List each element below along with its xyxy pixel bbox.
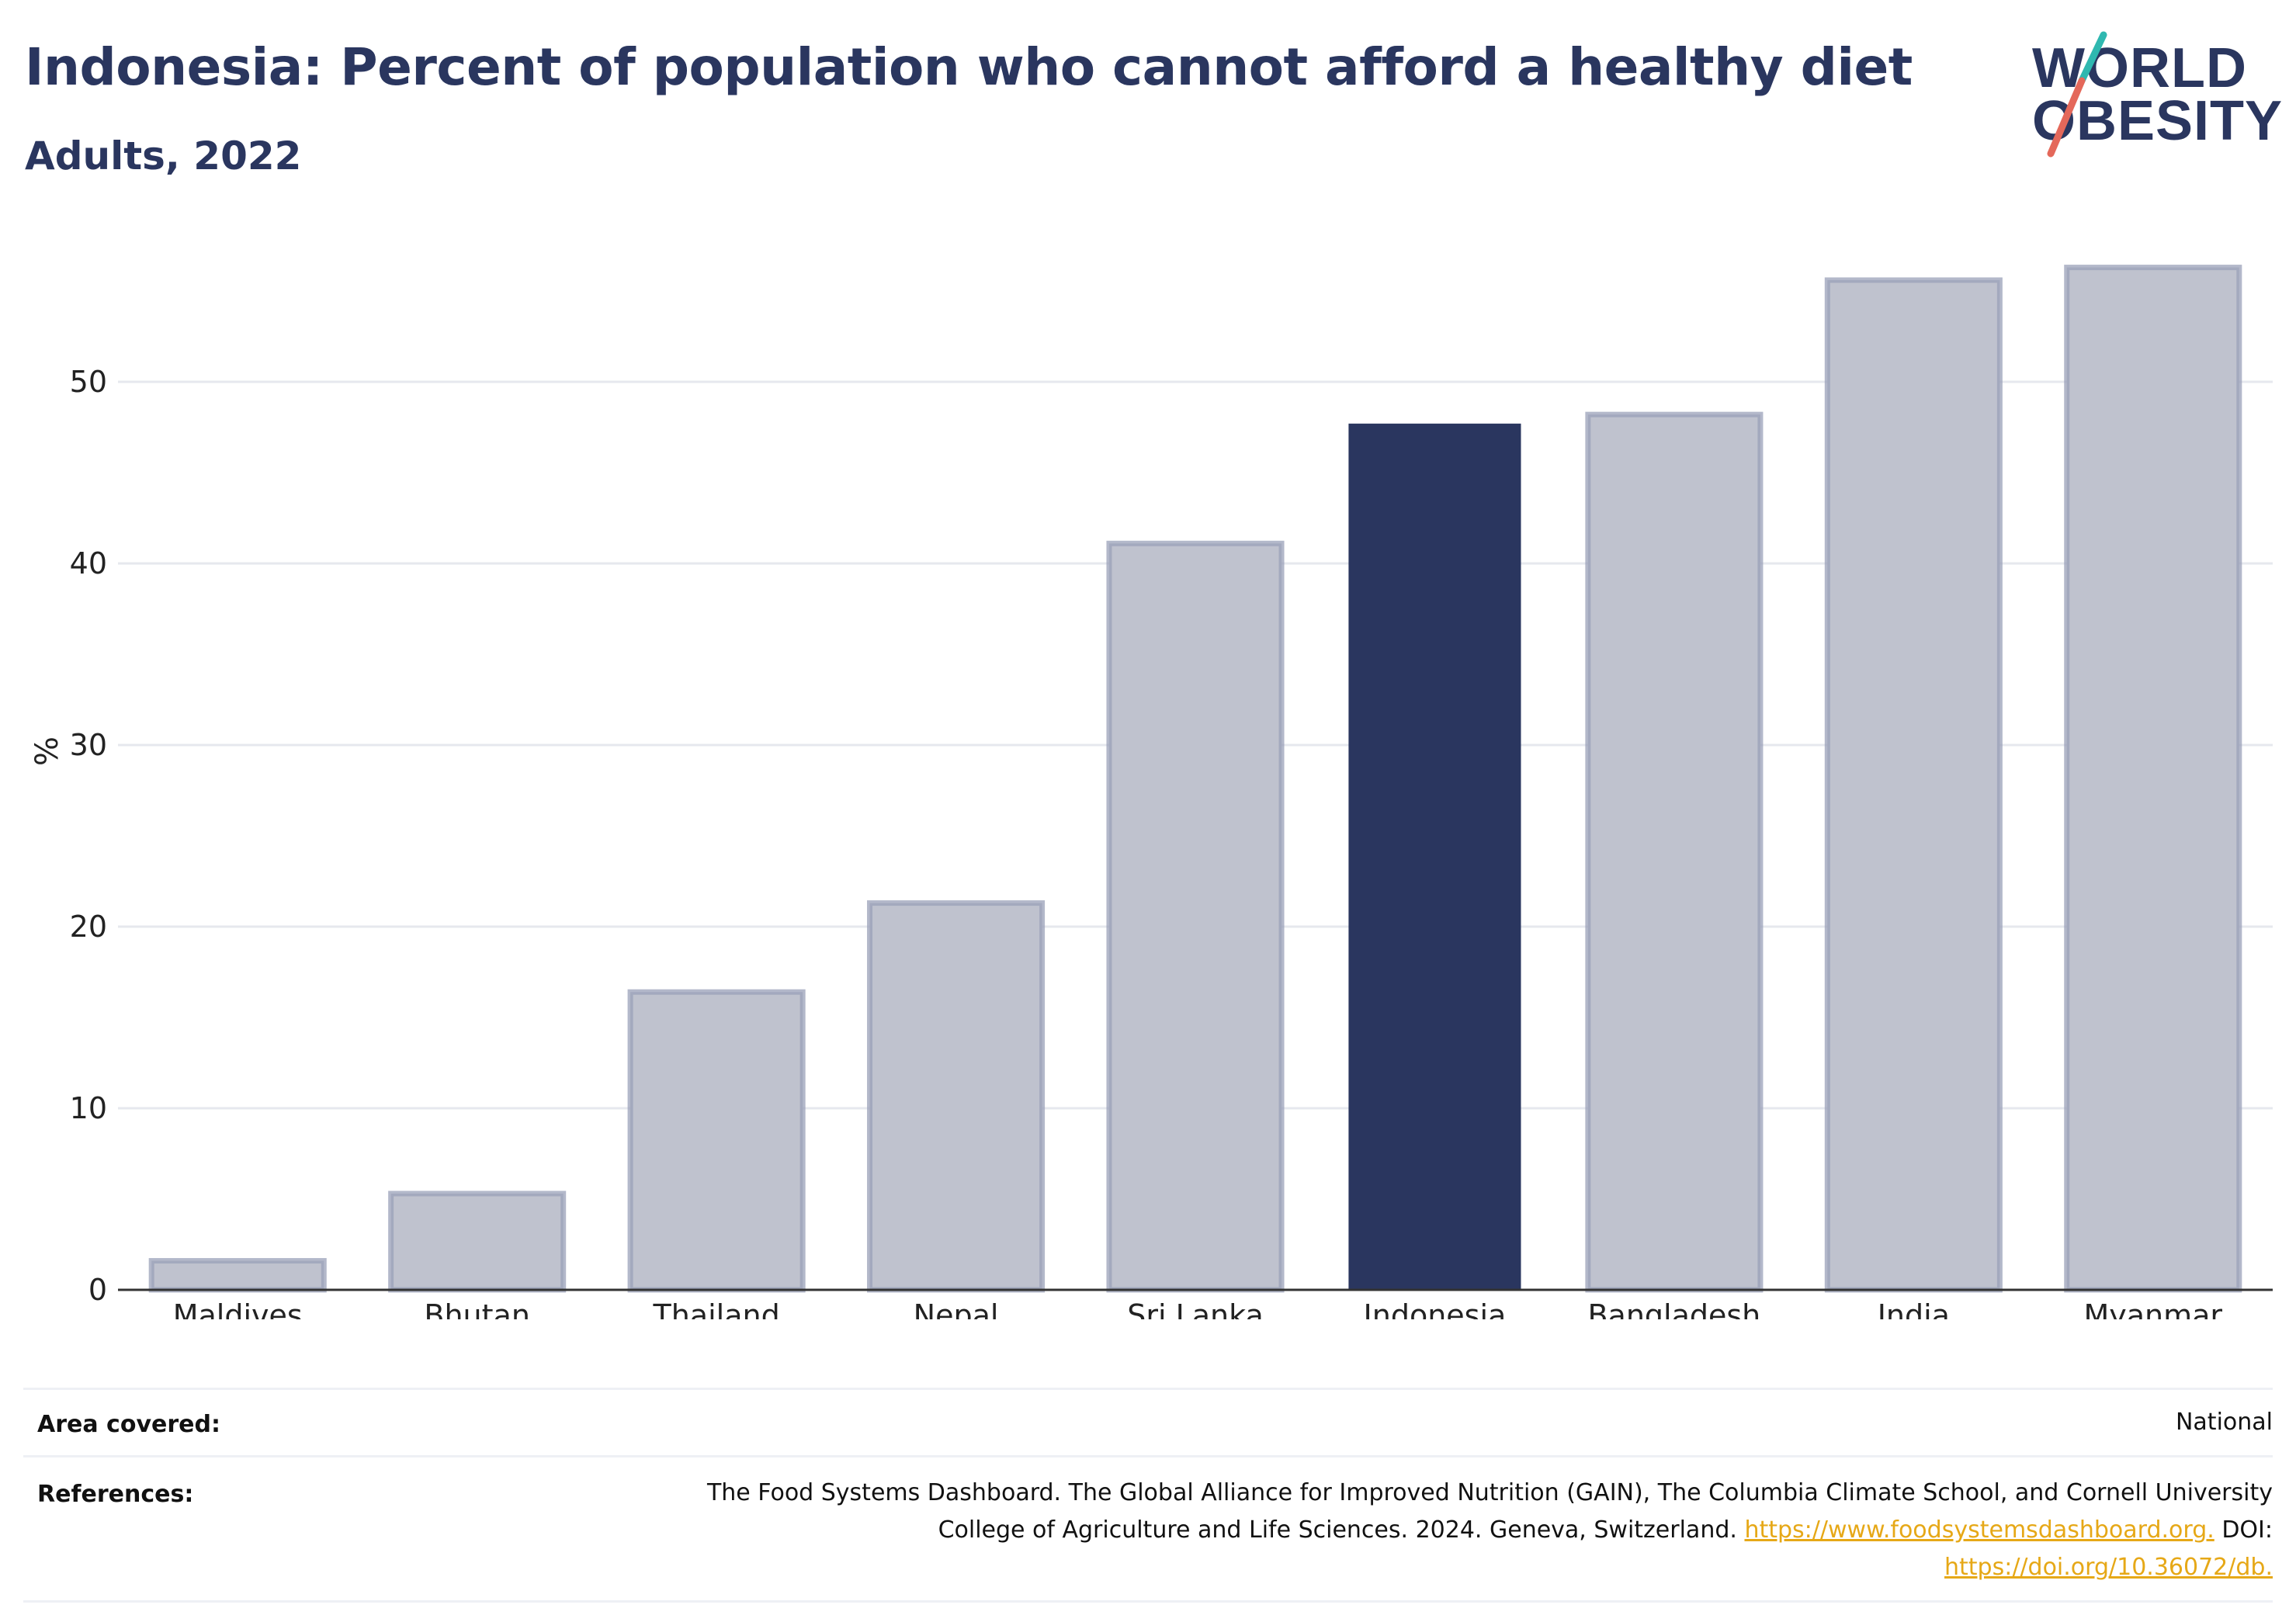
references-line2: College of Agriculture and Life Sciences…	[487, 1512, 2273, 1549]
chart-subtitle: Adults, 2022	[25, 133, 302, 178]
foodsystems-dashboard-link[interactable]: https://www.foodsystemsdashboard.org.	[1744, 1516, 2214, 1544]
references-row: References: The Food Systems Dashboard. …	[23, 1455, 2273, 1603]
x-tick-label: India	[1878, 1298, 1950, 1319]
x-tick-label: Sri Lanka	[1127, 1298, 1264, 1319]
x-tick-label: Indonesia	[1364, 1298, 1507, 1319]
y-axis-label: %	[29, 736, 65, 766]
bar-myanmar[interactable]	[2064, 265, 2242, 1293]
bar-indonesia[interactable]	[1348, 423, 1521, 1290]
references-label: References:	[37, 1481, 194, 1508]
references-line2-text: College of Agriculture and Life Sciences…	[938, 1516, 1737, 1544]
bar-sri-lanka[interactable]	[1106, 540, 1285, 1293]
x-tick-label: Myanmar	[2083, 1298, 2222, 1319]
doi-link[interactable]: https://doi.org/10.36072/db.	[1944, 1554, 2273, 1581]
y-axis-ticks: 0 10 20 30 40 50	[70, 365, 107, 1307]
chart-title: Indonesia: Percent of population who can…	[25, 37, 1913, 97]
x-axis-ticks: Maldives Bhutan Thailand Nepal Sri Lanka Indo…	[173, 1298, 2223, 1319]
x-tick-label: Bangladesh	[1587, 1298, 1760, 1319]
y-tick-label: 40	[70, 546, 107, 581]
bar-india[interactable]	[1824, 277, 2003, 1293]
bar-bhutan[interactable]	[388, 1191, 567, 1293]
references-line1: The Food Systems Dashboard. The Global A…	[706, 1479, 2273, 1506]
bar-maldives[interactable]	[148, 1258, 327, 1293]
y-tick-label: 10	[70, 1091, 107, 1125]
logo-slash-icon	[2047, 31, 2107, 158]
x-tick-label: Maldives	[173, 1298, 303, 1319]
x-tick-label: Bhutan	[424, 1298, 530, 1319]
x-tick-label: Nepal	[914, 1298, 999, 1319]
x-tick-label: Thailand	[653, 1298, 780, 1319]
bar-chart: 0 10 20 30 40 50 Maldives Bhutan Thailand Nepal S…	[29, 265, 2273, 1319]
area-covered-row: Area covered: National	[23, 1388, 2273, 1455]
y-tick-label: 50	[70, 365, 107, 399]
doi-label: DOI:	[2221, 1516, 2273, 1544]
y-tick-label: 0	[88, 1273, 107, 1307]
area-covered-value: National	[2175, 1409, 2273, 1436]
world-obesity-logo: WORLD OBESITY	[2018, 31, 2282, 163]
logo-line1: WORLD	[2032, 37, 2247, 99]
bars	[148, 265, 2242, 1293]
area-covered-label: Area covered:	[37, 1410, 220, 1438]
bar-nepal[interactable]	[867, 900, 1046, 1293]
bar-thailand[interactable]	[627, 989, 806, 1293]
y-tick-label: 30	[70, 728, 107, 762]
references-line3: https://doi.org/10.36072/db.	[487, 1549, 2273, 1586]
metadata-table: Area covered: National References: The F…	[23, 1388, 2273, 1603]
y-tick-label: 20	[70, 910, 107, 944]
references-value: The Food Systems Dashboard. The Global A…	[487, 1475, 2273, 1586]
bar-bangladesh[interactable]	[1585, 411, 1764, 1293]
